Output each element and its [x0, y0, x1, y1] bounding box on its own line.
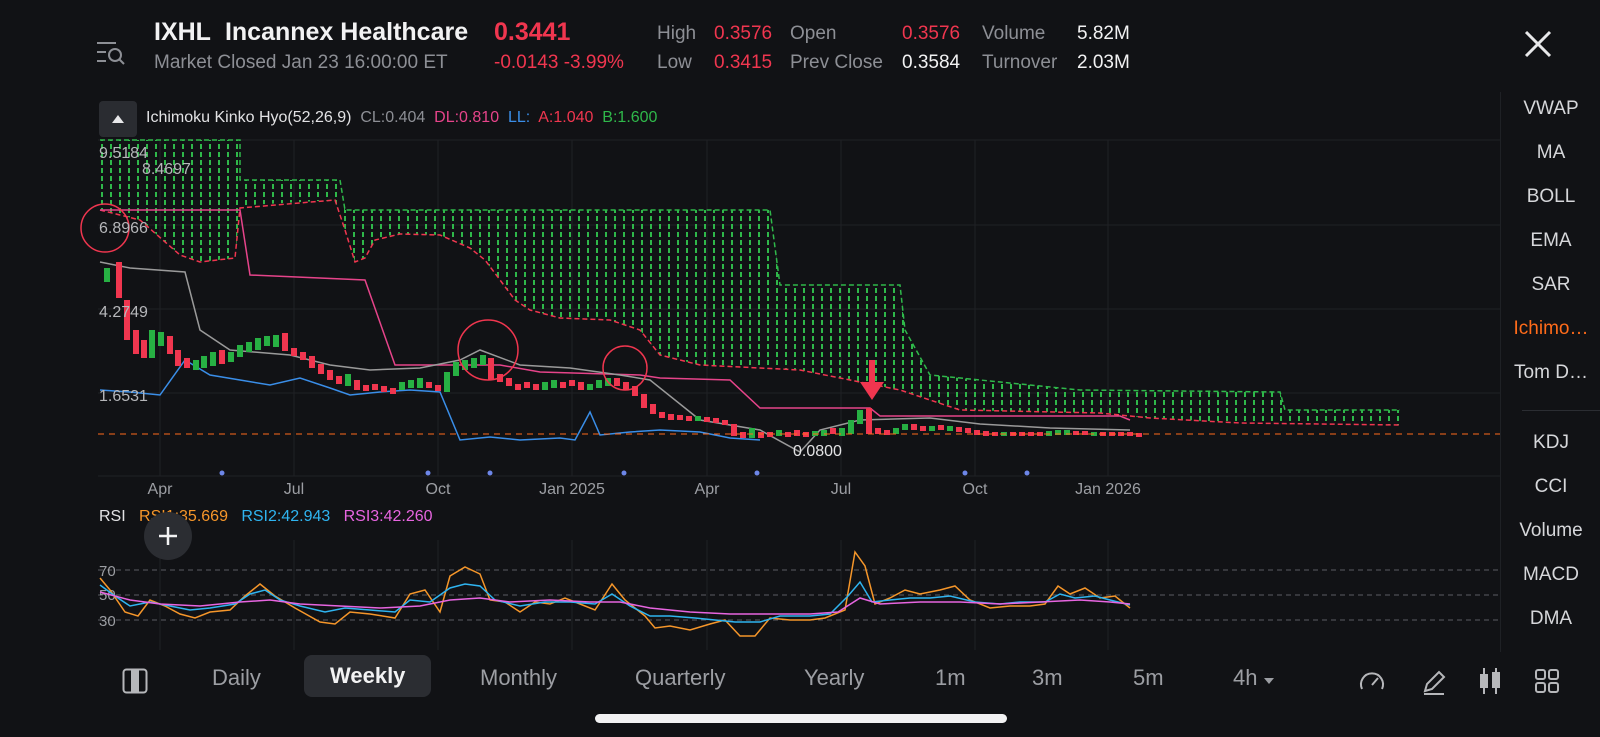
y-label: 4.2749: [99, 304, 148, 321]
annotation-circle: [457, 319, 519, 381]
sidebar-item-kdj[interactable]: KDJ: [1533, 432, 1569, 453]
x-label: Jan 2025: [539, 481, 605, 498]
chevron-up-icon: [112, 115, 124, 123]
tab-daily[interactable]: Daily: [212, 665, 261, 690]
tab-yearly[interactable]: Yearly: [804, 665, 865, 690]
legend-b: B:1.600: [602, 109, 658, 126]
sidebar-divider: [1500, 92, 1501, 652]
stock-symbol: IXHL: [154, 18, 211, 46]
rsi-level: 30: [99, 613, 116, 630]
collapse-legend-button[interactable]: [99, 101, 137, 137]
ichimoku-cloud: [100, 140, 1400, 425]
low-marker-label: 0.0800: [793, 443, 842, 460]
ichimoku-legend: Ichimoku Kinko Hyo(52,26,9) CL:0.404 DL:…: [146, 109, 657, 127]
sidebar-item-vwap[interactable]: VWAP: [1523, 98, 1579, 119]
change-value: -0.0143: [494, 52, 559, 73]
y-label: 1.6531: [99, 388, 148, 405]
x-label: Oct: [426, 481, 451, 498]
menu-search-icon[interactable]: [96, 40, 126, 66]
price-change: -0.0143 -3.99%: [494, 52, 624, 74]
sidebar-item-ma[interactable]: MA: [1536, 142, 1566, 163]
legend-dl: DL:0.810: [434, 109, 500, 126]
draw-pen-icon[interactable]: [1420, 668, 1448, 696]
leading-span-a: [100, 139, 1400, 411]
legend-ll: LL:: [507, 109, 531, 126]
volume-label: Volume: [982, 23, 1046, 44]
sidebar-item-ema[interactable]: EMA: [1530, 230, 1572, 251]
caret-down-icon: [1263, 678, 1274, 684]
x-label: Apr: [695, 481, 721, 498]
tab-4h-label: 4h: [1233, 665, 1258, 690]
y-label: 6.8966: [99, 220, 148, 237]
rsi2-line: [99, 580, 1131, 623]
legend-cl: CL:0.404: [360, 109, 426, 126]
indicator-name: Ichimoku Kinko Hyo(52,26,9): [146, 109, 352, 126]
prev-close-value: 0.3584: [902, 52, 961, 73]
stock-title: IXHL Incannex Healthcare: [154, 18, 468, 47]
leading-span-b: [99, 199, 1401, 426]
sidebar-item-ichimoku[interactable]: Ichimo…: [1513, 318, 1589, 339]
x-label: Apr: [148, 481, 174, 498]
rsi-title: RSI: [99, 508, 126, 525]
market-status: Market Closed Jan 23 16:00:00 ET: [154, 52, 448, 73]
tab-quarterly[interactable]: Quarterly: [635, 665, 726, 690]
turnover-value: 2.03M: [1077, 52, 1130, 73]
close-icon[interactable]: [1518, 24, 1558, 64]
sidebar-item-macd[interactable]: MACD: [1523, 564, 1579, 585]
annotation-circle: [602, 345, 648, 391]
grid-menu-icon[interactable]: [1534, 668, 1560, 694]
tab-monthly[interactable]: Monthly: [480, 665, 558, 690]
high-label: High: [657, 23, 697, 44]
tab-1m[interactable]: 1m: [935, 665, 966, 690]
high-value: 0.3576: [714, 23, 773, 44]
change-percent: -3.99%: [563, 52, 624, 73]
y-label: 9.5184: [99, 145, 148, 162]
low-value: 0.3415: [714, 52, 773, 73]
stock-name: Incannex Healthcare: [224, 18, 469, 46]
open-value: 0.3576: [902, 23, 961, 44]
event-dots[interactable]: [219, 470, 1030, 476]
sidebar-item-dma[interactable]: DMA: [1529, 608, 1573, 629]
x-label: Jul: [831, 481, 851, 498]
down-arrow-icon: [860, 360, 884, 400]
x-label: Jul: [284, 481, 304, 498]
timeframe-bar: Daily Weekly Monthly Quarterly Yearly 1m…: [0, 655, 1600, 707]
prev-close-label: Prev Close: [790, 52, 883, 73]
tab-5m[interactable]: 5m: [1133, 665, 1164, 690]
rsi3-value: RSI3:42.260: [343, 508, 433, 525]
last-price: 0.3441: [494, 18, 571, 46]
plus-icon: [159, 527, 177, 545]
base-line: [100, 209, 1131, 421]
rsi-level: 70: [99, 563, 116, 580]
add-indicator-button[interactable]: [144, 512, 192, 560]
sidebar-item-cci[interactable]: CCI: [1534, 476, 1568, 497]
sidebar-item-tom-demark[interactable]: Tom D…: [1514, 362, 1588, 383]
sidebar-separator: [1522, 410, 1600, 411]
low-label: Low: [657, 52, 692, 73]
tab-4h[interactable]: 4h: [1233, 665, 1274, 691]
rsi2-value: RSI2:42.943: [241, 508, 331, 525]
gauge-icon[interactable]: [1358, 668, 1386, 696]
open-label: Open: [790, 23, 837, 44]
indicator-sidebar: VWAP MA BOLL EMA SAR Ichimo… Tom D… KDJ …: [1502, 92, 1600, 652]
legend-a: A:1.040: [538, 109, 594, 126]
rsi3-line: [99, 591, 1131, 615]
lagging-line: [99, 359, 761, 441]
high-marker-label: 8.4697: [142, 161, 191, 178]
volume-value: 5.82M: [1077, 23, 1130, 44]
x-label: Jan 2026: [1075, 481, 1141, 498]
home-indicator[interactable]: [595, 714, 1007, 723]
turnover-label: Turnover: [982, 52, 1058, 73]
sidebar-item-volume[interactable]: Volume: [1519, 520, 1583, 541]
price-chart[interactable]: 9.5184 8.4697 6.8966 4.2749 1.6531 0.080…: [0, 0, 1500, 655]
candlestick-type-icon[interactable]: [1476, 666, 1504, 696]
tab-weekly[interactable]: Weekly: [304, 655, 432, 697]
layout-toggle-icon[interactable]: [122, 668, 148, 694]
rsi1-line: [99, 550, 1131, 637]
sidebar-item-sar[interactable]: SAR: [1531, 274, 1571, 295]
x-label: Oct: [963, 481, 988, 498]
sidebar-item-boll[interactable]: BOLL: [1526, 186, 1576, 207]
annotation-circle: [80, 203, 130, 253]
tab-3m[interactable]: 3m: [1032, 665, 1063, 690]
